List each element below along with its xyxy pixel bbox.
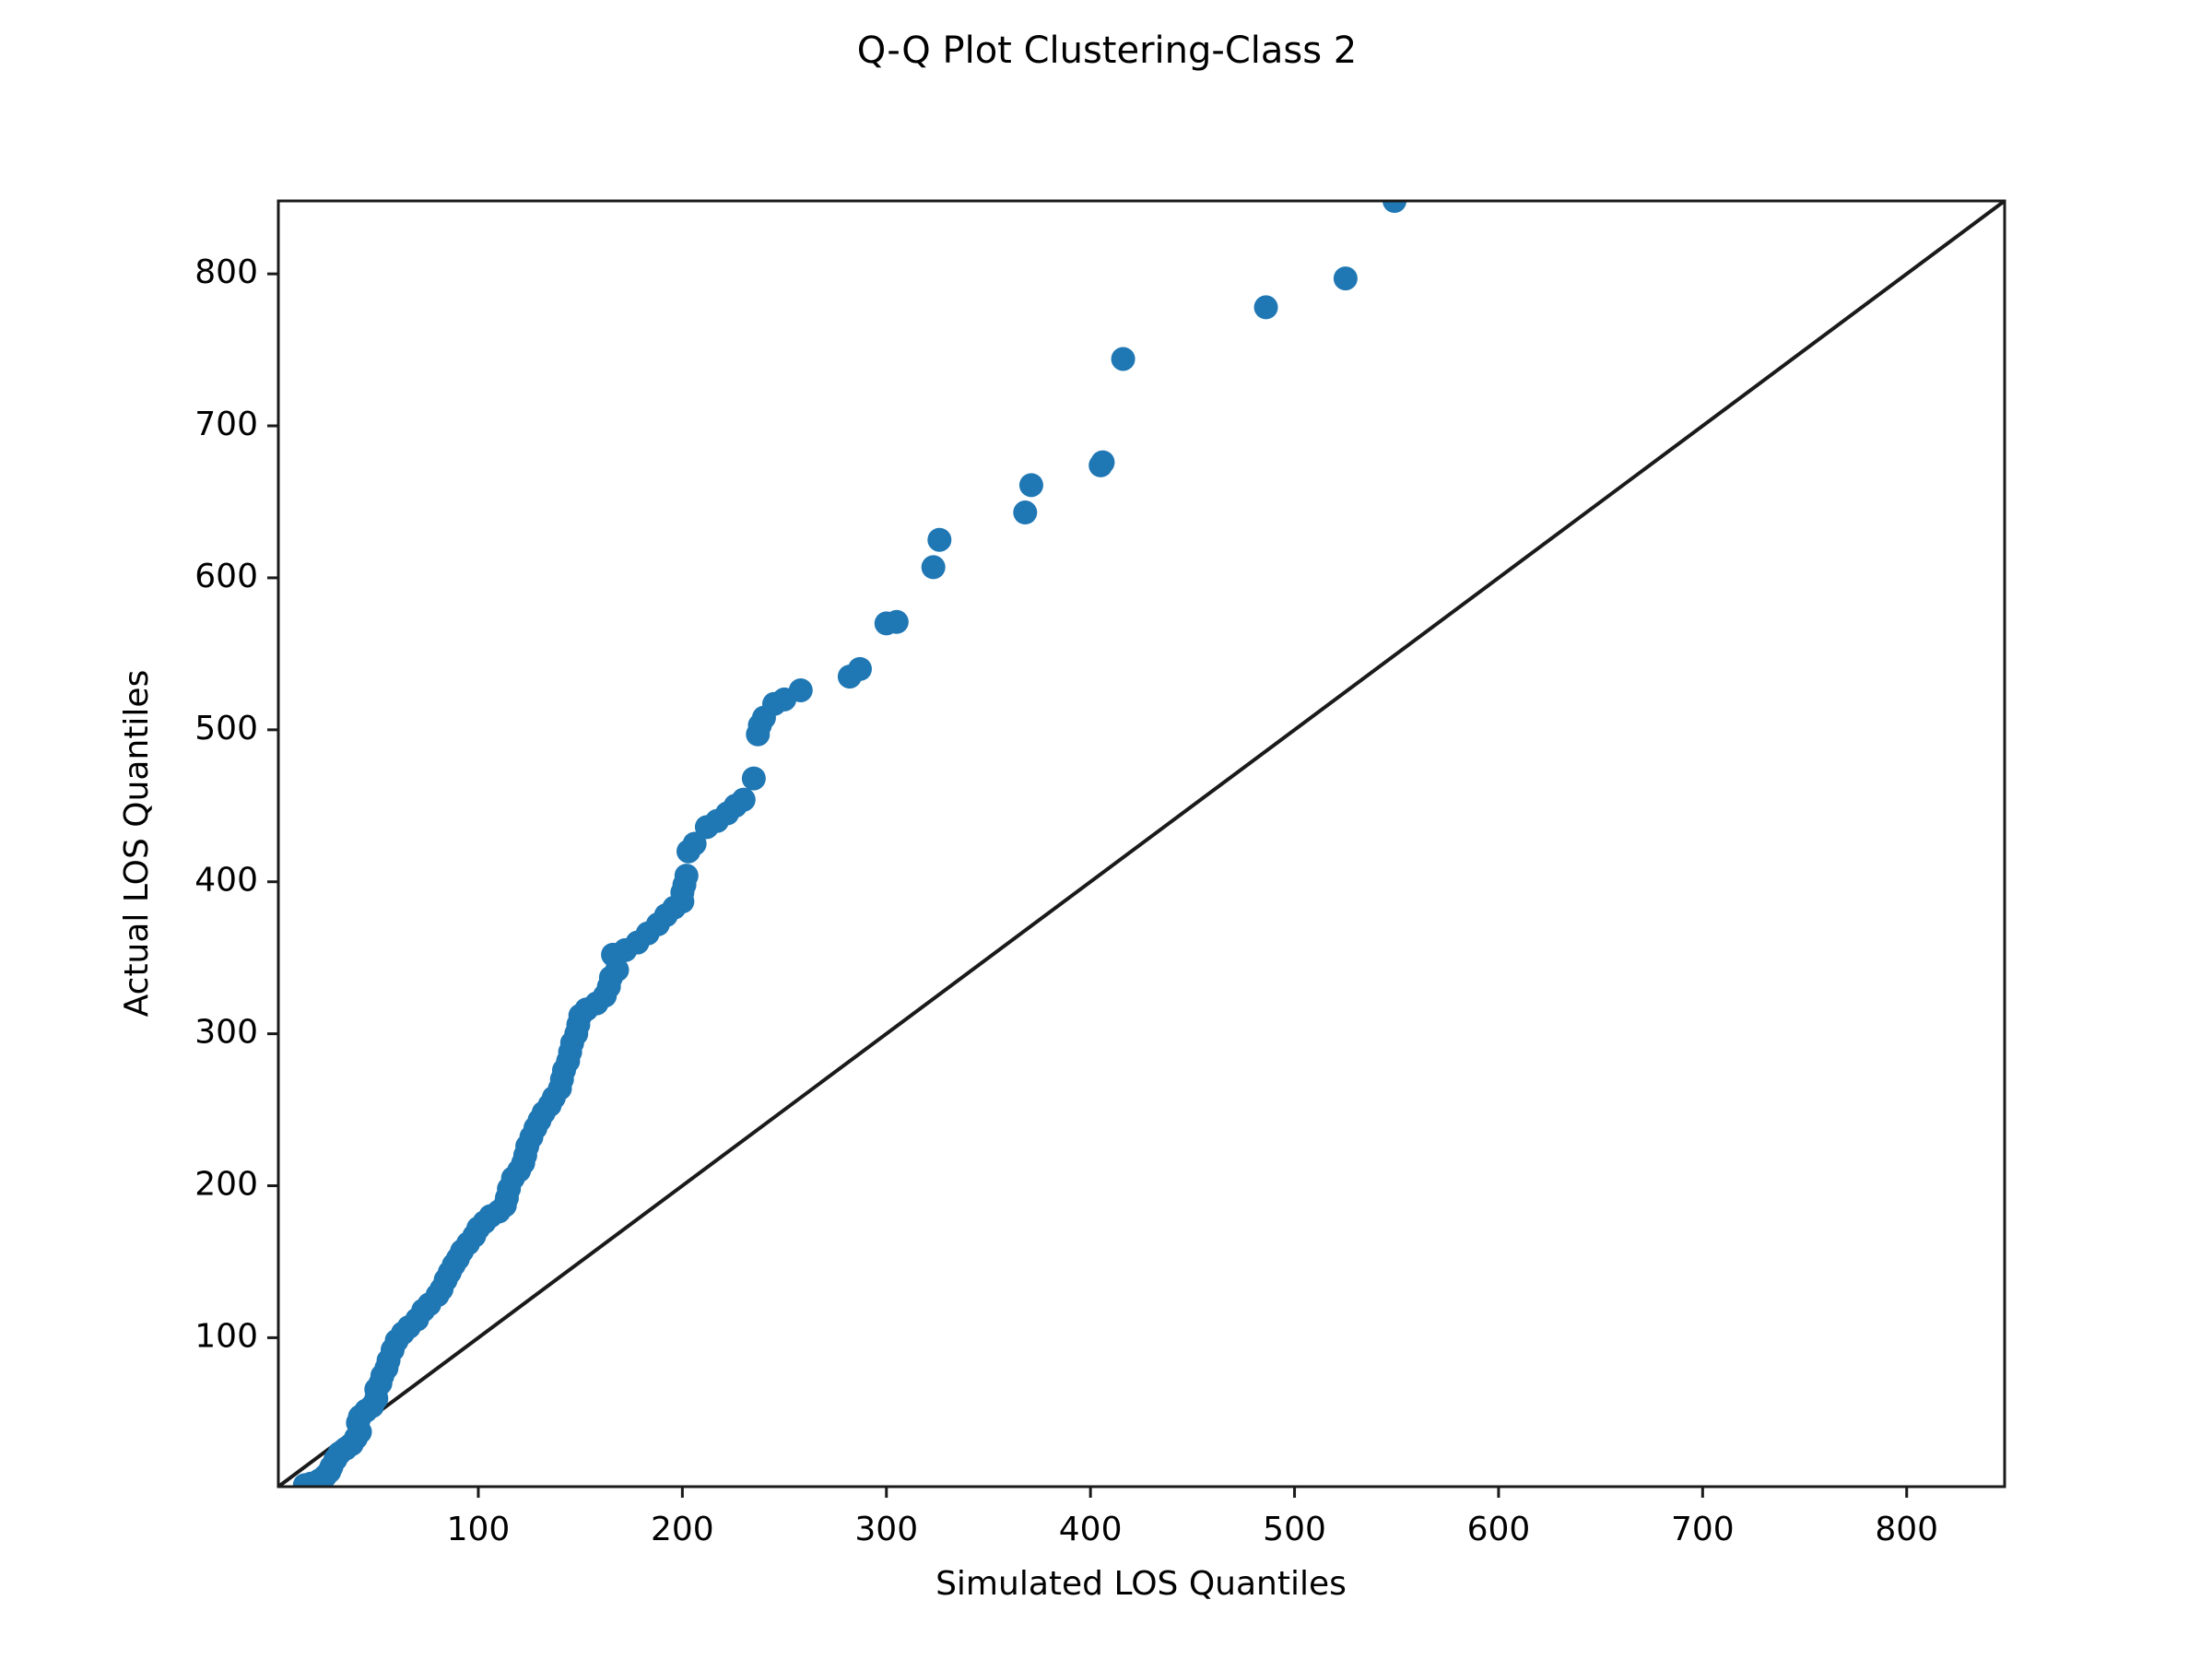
x-tick-label: 400 bbox=[1059, 1511, 1123, 1548]
data-point bbox=[674, 864, 699, 888]
chart-title: Q-Q Plot Clustering-Class 2 bbox=[857, 29, 1357, 72]
data-point bbox=[1382, 201, 1407, 213]
data-point bbox=[741, 766, 766, 791]
data-points bbox=[292, 201, 1407, 1487]
x-tick-label: 800 bbox=[1875, 1511, 1938, 1548]
y-tick-label: 300 bbox=[194, 1014, 258, 1052]
data-point bbox=[682, 831, 707, 856]
data-point bbox=[884, 609, 909, 634]
y-axis-label: Actual LOS Quantiles bbox=[118, 670, 156, 1018]
x-tick-label: 600 bbox=[1467, 1511, 1531, 1548]
x-tick-label: 200 bbox=[651, 1511, 714, 1548]
data-point bbox=[1111, 347, 1135, 371]
y-tick-label: 600 bbox=[194, 558, 258, 595]
data-point bbox=[1333, 266, 1358, 291]
data-point bbox=[921, 555, 946, 580]
y-tick-label: 100 bbox=[194, 1317, 258, 1355]
y-tick-label: 800 bbox=[194, 253, 258, 291]
data-point bbox=[1090, 450, 1115, 475]
x-tick-label: 500 bbox=[1263, 1511, 1326, 1548]
y-tick-label: 500 bbox=[194, 710, 258, 747]
x-tick-label: 700 bbox=[1671, 1511, 1735, 1548]
x-tick-label: 100 bbox=[447, 1511, 511, 1548]
axis-ticks: 100 200 300 400 500 600 700 800 100 200 300 400 500 6… bbox=[194, 253, 1938, 1548]
x-tick-label: 300 bbox=[854, 1511, 918, 1548]
y-tick-label: 400 bbox=[194, 862, 258, 900]
reference-line bbox=[278, 201, 2005, 1487]
x-axis-label: Simulated LOS Quantiles bbox=[935, 1565, 1347, 1603]
plot-frame bbox=[276, 199, 2006, 1488]
data-point bbox=[1018, 473, 1043, 498]
data-point bbox=[1013, 500, 1038, 525]
data-point bbox=[788, 677, 813, 702]
data-point bbox=[927, 527, 952, 552]
y-tick-label: 700 bbox=[194, 406, 258, 443]
data-point bbox=[847, 656, 872, 681]
data-point bbox=[731, 787, 756, 812]
y-tick-label: 200 bbox=[194, 1166, 258, 1204]
data-point bbox=[1253, 295, 1278, 320]
